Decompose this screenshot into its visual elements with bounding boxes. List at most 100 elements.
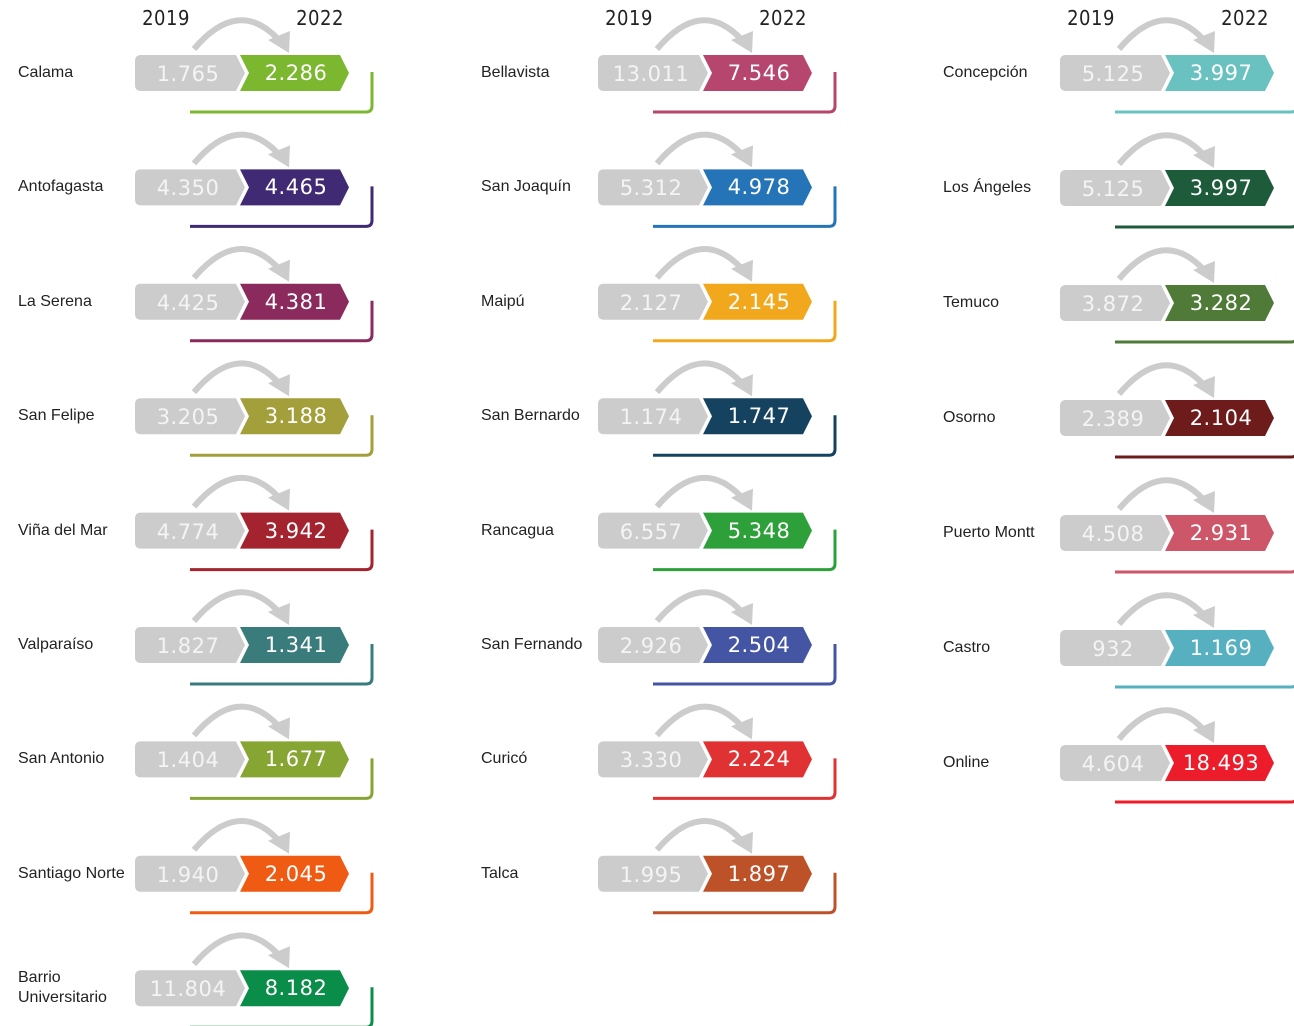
arrow-head [268,145,290,168]
value-2019: 2.926 [619,634,683,658]
box-2022 [703,398,812,435]
box-2019 [598,627,708,663]
store-name: Antofagasta [18,178,104,196]
bracket [1115,454,1294,459]
box-2019 [135,55,245,91]
box-2019 [1060,400,1170,436]
arrow-curve [191,474,281,509]
arrow-head [731,145,753,168]
value-2022: 7.546 [727,61,791,85]
store-name: Curicó [481,750,528,768]
value-2019: 4.350 [156,176,220,201]
value-2022: 1.897 [727,861,791,886]
box-2019 [135,741,245,778]
box-2022 [703,855,812,892]
value-2019: 932 [1092,637,1134,661]
arrow-head [1193,491,1215,513]
box-2022 [1165,285,1274,321]
box-2019 [135,627,245,663]
bracket [653,758,837,800]
value-2019: 1.995 [619,862,683,887]
arrow-curve [191,246,281,280]
value-2022: 4.465 [264,175,328,200]
box-2019 [598,169,708,206]
bracket [653,644,837,686]
arrow-head [731,488,753,511]
store-name: Puerto Montt [943,524,1035,541]
bracket [1115,684,1294,689]
value-2019: 1.765 [156,62,220,86]
value-2019: 4.508 [1081,522,1145,546]
box-2019 [135,970,245,1007]
arrow-head [268,603,290,625]
arrow-curve [1116,247,1206,281]
store-name: Temuco [943,294,1000,311]
bracket [1115,799,1294,804]
arrow-head [731,259,753,282]
box-2019 [1060,55,1170,91]
value-2019: 4.604 [1081,752,1145,776]
bracket [1115,224,1294,229]
value-2022: 2.145 [727,289,791,314]
bracket [653,529,837,572]
value-2022: 2.104 [1189,406,1253,430]
year-from: 2019 [1067,6,1115,30]
value-2019: 13.011 [612,62,690,86]
value-2022: 2.045 [264,861,328,886]
value-2022: 3.997 [1189,61,1253,85]
box-2019 [135,855,245,892]
arrow-head [1193,606,1215,628]
store-name: Maipú [481,292,525,310]
arrow-curve [1116,477,1206,511]
arrow-head [268,488,290,511]
box-2022 [240,169,349,206]
arrow-curve [654,818,744,852]
year-from: 2019 [605,6,653,30]
value-2022: 3.997 [1189,176,1253,200]
box-2022 [1165,170,1274,206]
box-2022 [240,512,349,549]
value-2022: 1.341 [264,633,328,657]
box-2022 [703,169,812,206]
arrow-curve [654,474,744,509]
arrow-head [268,31,290,53]
arrow-curve [191,131,281,166]
store-name: Valparaíso [18,636,94,653]
value-2022: 1.169 [1189,636,1253,660]
value-2022: 1.747 [727,404,791,429]
year-to: 2022 [1221,6,1269,30]
arrow-curve [1116,132,1206,166]
value-2022: 2.224 [727,747,791,772]
store-name: Osorno [943,409,996,426]
bracket [190,186,374,228]
value-2022: 5.348 [727,518,791,543]
arrow-curve [1116,707,1206,741]
box-2022 [1165,630,1274,666]
year-to: 2022 [759,6,807,30]
box-2019 [598,855,708,892]
box-2019 [135,398,245,435]
arrow-head [268,259,290,282]
value-2019: 1.404 [156,748,220,773]
arrow-head [1193,721,1215,743]
store-name: San Joaquín [481,178,571,196]
box-2022 [703,512,812,549]
value-2022: 1.677 [264,747,328,772]
bracket [653,872,837,915]
bracket [190,872,374,915]
store-name: Talca [481,864,519,882]
arrow-head [731,717,753,740]
arrow-head [1193,376,1215,398]
value-2022: 3.188 [264,404,328,429]
store-name: Rancagua [481,521,554,539]
store-name: La Serena [18,292,92,310]
box-2019 [135,512,245,549]
box-2019 [1060,170,1170,206]
bracket [1115,569,1294,574]
arrow-head [268,831,290,854]
arrow-curve [654,703,744,738]
box-2022 [1165,400,1274,436]
box-2022 [703,55,812,91]
